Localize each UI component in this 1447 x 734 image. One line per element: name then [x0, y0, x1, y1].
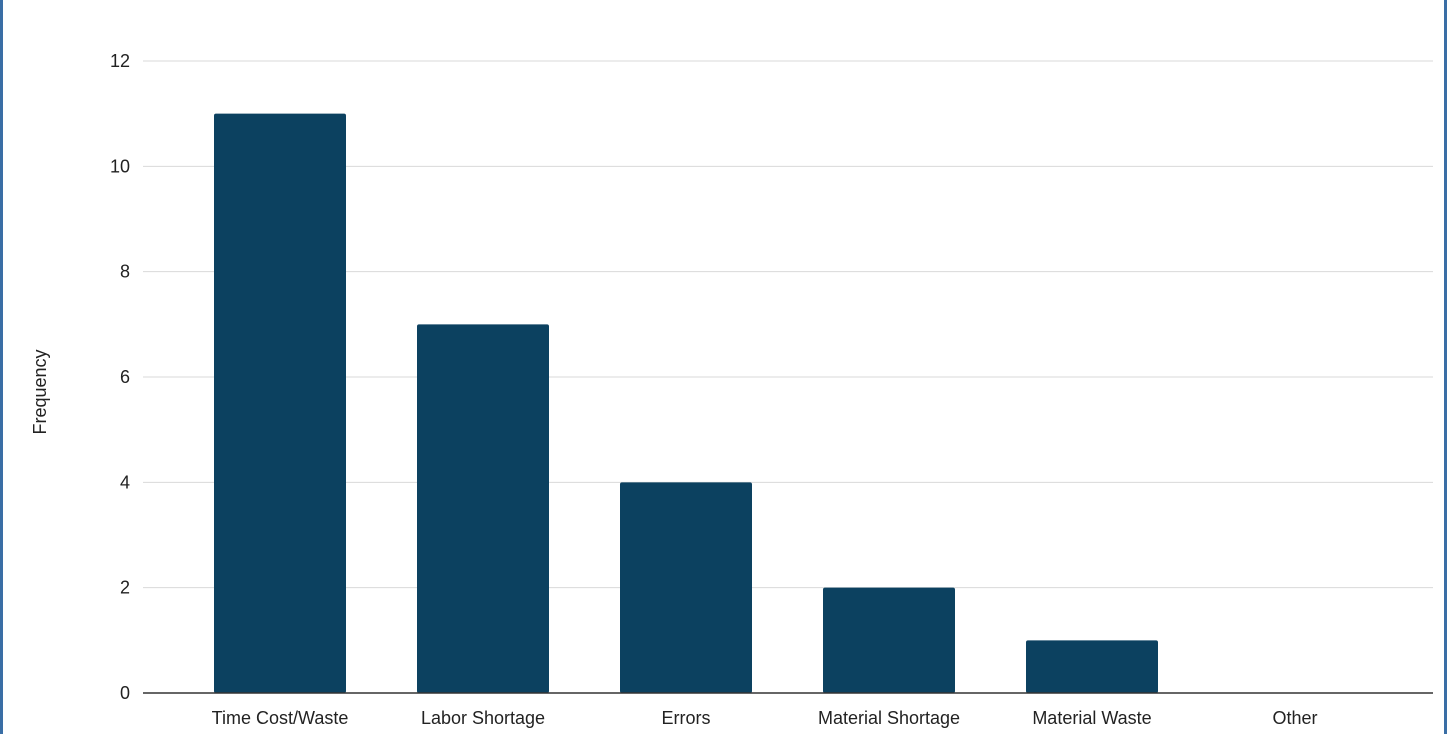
x-tick-label: Other	[1272, 708, 1317, 728]
y-tick-label: 12	[110, 51, 130, 71]
y-tick-labels: 0 2 4 6 8 10 12	[110, 51, 130, 703]
x-tick-label: Material Shortage	[818, 708, 960, 728]
gridlines	[143, 60, 1433, 589]
y-tick-label: 4	[120, 472, 130, 492]
y-tick-label: 8	[120, 262, 130, 282]
bars	[214, 113, 1158, 693]
y-tick-label: 0	[120, 683, 130, 703]
bar-chart: 0 2 4 6 8 10 12 Time Cost/Waste Labor Shortage E…	[30, 51, 1433, 728]
x-tick-label: Labor Shortage	[421, 708, 545, 728]
bar	[823, 587, 955, 693]
bar	[620, 482, 752, 693]
x-tick-labels: Time Cost/Waste Labor Shortage Errors Mater…	[212, 708, 1318, 728]
y-tick-label: 6	[120, 367, 130, 387]
y-tick-label: 10	[110, 156, 130, 176]
y-tick-label: 2	[120, 578, 130, 598]
x-tick-label: Time Cost/Waste	[212, 708, 349, 728]
x-tick-label: Errors	[662, 708, 711, 728]
bar	[1026, 640, 1158, 693]
bar	[417, 324, 549, 693]
y-axis-title: Frequency	[30, 349, 50, 434]
x-tick-label: Material Waste	[1032, 708, 1151, 728]
bar	[214, 113, 346, 693]
